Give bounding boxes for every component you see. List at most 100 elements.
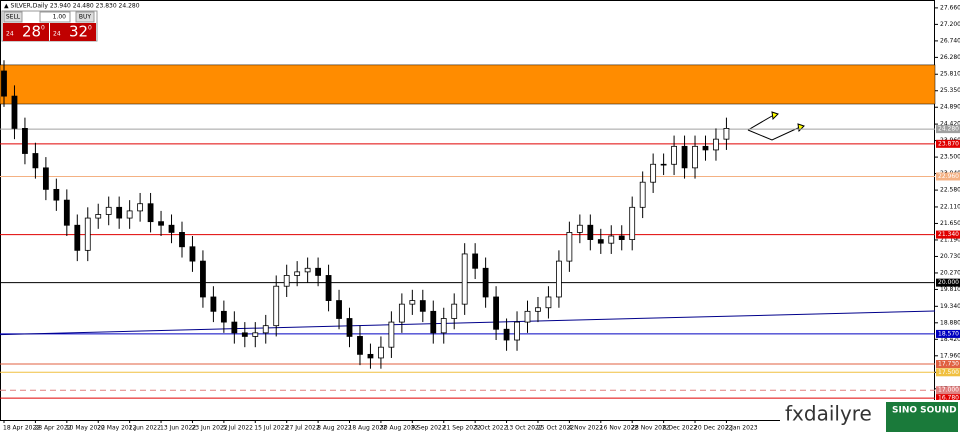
candle-body	[451, 303, 458, 319]
candle-body	[22, 128, 28, 154]
candle-body	[220, 310, 227, 323]
watermark-logo-box	[886, 402, 958, 432]
ask-pips: 32	[69, 23, 88, 41]
y-tick-label: 19.810	[940, 286, 960, 293]
candle-body	[681, 145, 688, 169]
x-tick-label: 3 Oct 2022	[474, 425, 507, 432]
sell-label: SELL	[6, 14, 21, 21]
bid-box[interactable]	[3, 23, 49, 41]
candle-body	[576, 224, 583, 233]
buy-label: BUY	[79, 14, 92, 21]
candle-body	[179, 232, 185, 248]
arrow-line	[747, 127, 799, 141]
ask-point: 0	[88, 25, 92, 32]
level-label: 17.730	[938, 361, 959, 368]
x-tick-label: 2 Jan 2023	[725, 425, 757, 432]
candle-body	[671, 145, 677, 165]
candle-body	[597, 239, 604, 244]
candle-body	[189, 246, 196, 262]
candle-body	[493, 296, 499, 330]
candle-body	[398, 303, 405, 323]
ask-box[interactable]	[50, 23, 96, 41]
y-tick-label: 26.740	[940, 37, 960, 44]
level-tag	[936, 386, 960, 395]
candle-body	[231, 321, 238, 334]
candle-body	[283, 275, 290, 287]
level-tag	[936, 125, 960, 134]
x-tick-label: 23 Jun 2022	[191, 425, 227, 432]
candle-body	[713, 138, 719, 151]
candle-body	[629, 206, 636, 240]
x-tick-label: 4 Nov 2022	[568, 425, 603, 432]
x-tick-label: 27 Jul 2022	[286, 425, 320, 432]
sell-button[interactable]	[3, 11, 23, 23]
candle-body	[315, 267, 322, 276]
candle-body	[367, 353, 374, 359]
candle-body	[168, 224, 175, 233]
bid-pips: 28	[22, 23, 41, 41]
candle-body	[74, 224, 81, 251]
x-tick-label: 5 Jul 2022	[223, 425, 253, 432]
x-tick-label: 16 Nov 2022	[600, 425, 639, 432]
level-tag	[936, 360, 960, 369]
candle-body	[545, 296, 552, 309]
level-label: 20.000	[938, 279, 959, 286]
arrow-line	[747, 115, 773, 131]
y-tick-label: 26.280	[940, 54, 960, 61]
candle-body	[84, 217, 91, 251]
candle-body	[357, 336, 363, 355]
candle-body	[388, 321, 395, 348]
lots-value: 1.00	[53, 14, 67, 21]
x-tick-label: 21 Sep 2022	[443, 425, 481, 432]
watermark-site: fxdailyre	[785, 402, 872, 426]
candle-body	[273, 285, 280, 327]
y-tick-label: 27.660	[940, 4, 960, 11]
y-tick-label: 24.420	[940, 121, 960, 128]
x-tick-label: 18 Apr 2022	[3, 425, 40, 432]
y-tick-label: 19.340	[940, 303, 960, 310]
candle-body	[692, 145, 698, 169]
candle-body	[650, 163, 657, 183]
x-tick-label: 1 Jun 2022	[129, 425, 161, 432]
candle-body	[210, 296, 217, 312]
level-label: 17.000	[938, 387, 959, 394]
y-tick-label: 17.960	[940, 352, 960, 359]
x-tick-label: 20 Dec 2022	[694, 425, 733, 432]
candle-body	[430, 310, 437, 334]
lots-input[interactable]	[39, 11, 71, 23]
candle-body	[524, 310, 531, 323]
y-tick-label: 18.880	[940, 319, 960, 326]
candle-body	[11, 95, 18, 129]
candle-body	[660, 163, 667, 166]
y-tick-label: 20.730	[940, 253, 960, 260]
level-tag	[936, 394, 960, 403]
level-tag	[936, 278, 960, 287]
candle-body	[32, 153, 39, 169]
candle-body	[440, 318, 447, 334]
candle-body	[252, 332, 259, 337]
candle-body	[147, 203, 154, 223]
candle-body	[158, 221, 164, 226]
ask-big: 24	[53, 31, 61, 38]
header: ▲ SILVER,Daily 23.940 24.480 23.830 24.2…	[4, 3, 140, 10]
buy-button[interactable]	[75, 11, 95, 23]
candle-body	[262, 325, 269, 334]
candle-body	[608, 235, 615, 244]
candle-body	[472, 253, 479, 269]
candle-body	[116, 206, 123, 219]
candle-body	[42, 167, 49, 190]
candle-body	[566, 232, 573, 262]
candle-body	[702, 145, 709, 151]
candle-body	[336, 300, 342, 319]
y-tick-label: 21.190	[940, 236, 960, 243]
candle-body	[304, 267, 311, 273]
plot-frame	[0, 0, 935, 421]
candle-body	[461, 253, 468, 305]
x-tick-label: 8 Aug 2022	[317, 425, 352, 432]
candle-body	[1, 70, 7, 97]
candle-body	[723, 128, 730, 140]
level-tag	[936, 368, 960, 377]
candle-body	[200, 260, 206, 298]
y-tick-label: 18.420	[940, 336, 960, 343]
